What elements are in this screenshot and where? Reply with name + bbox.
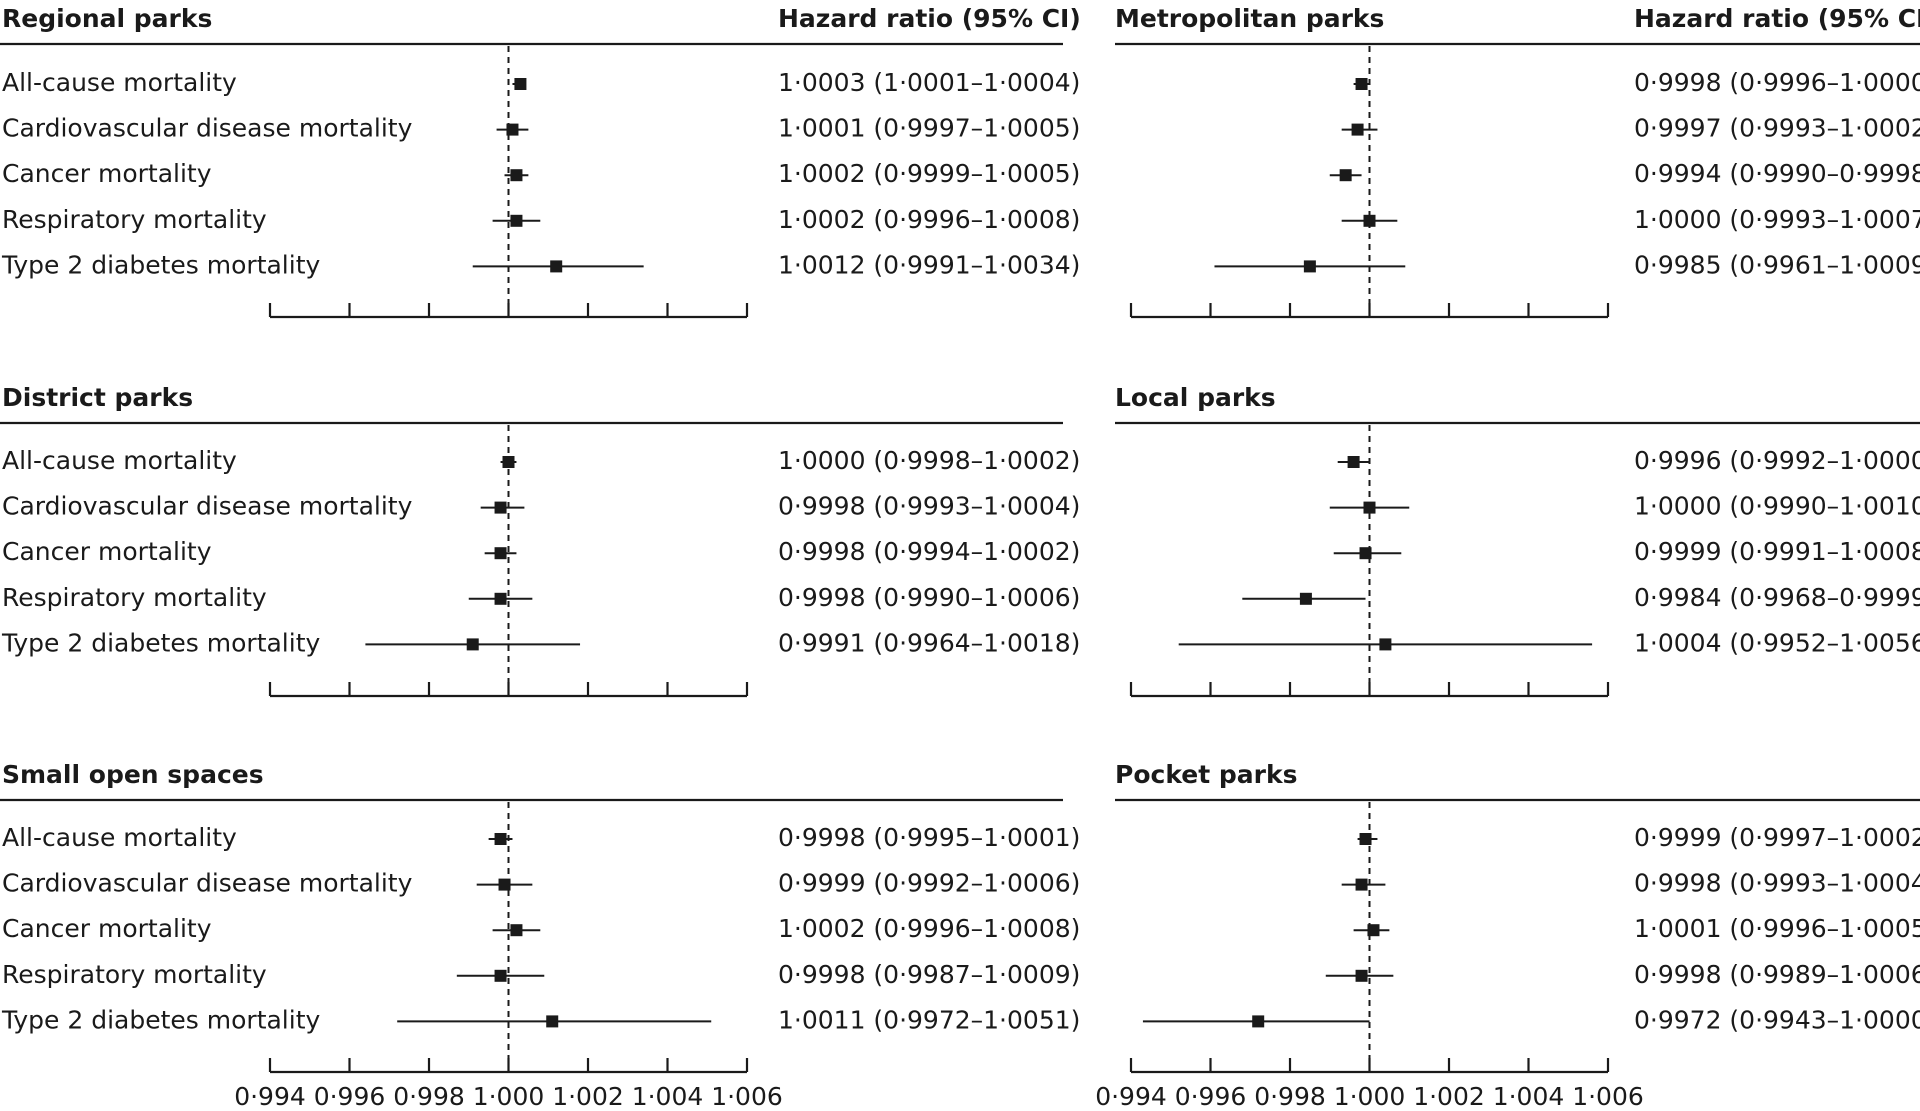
tick-label: 0·998 [1254, 1082, 1326, 1111]
column-header: Hazard ratio (95% CI) [778, 4, 1081, 33]
hazard-ratio-point [1252, 1015, 1265, 1028]
tick-label: 1·000 [1334, 1082, 1406, 1111]
tick-label: 1·000 [473, 1082, 545, 1111]
tick-label: 0·996 [1175, 1082, 1247, 1111]
hazard-ratio-text: 0·9998 (0·9996–1·0000) [1634, 68, 1920, 97]
hazard-ratio-point [1359, 833, 1372, 845]
panel-title: District parks [2, 383, 193, 412]
hazard-ratio-point [514, 78, 527, 90]
hazard-ratio-point [466, 638, 479, 651]
hazard-ratio-text: 0·9998 (0·9990–1·0006) [778, 583, 1080, 612]
hazard-ratio-text: 1·0001 (0·9996–1·0005) [1634, 914, 1920, 943]
tick-label: 1·006 [1572, 1082, 1644, 1111]
tick-label: 0·996 [314, 1082, 386, 1111]
hazard-ratio-point [502, 456, 515, 468]
panel-title: Local parks [1115, 383, 1276, 412]
hazard-ratio-text: 0·9996 (0·9992–1·0000) [1634, 446, 1920, 475]
tick-label: 0·994 [234, 1082, 306, 1111]
hazard-ratio-point [1303, 260, 1316, 273]
hazard-ratio-point [494, 592, 507, 605]
hazard-ratio-text: 1·0002 (0·9996–1·0008) [778, 205, 1080, 234]
hazard-ratio-text: 1·0002 (0·9996–1·0008) [778, 914, 1080, 943]
outcome-label: Cancer mortality [2, 537, 212, 566]
outcome-label: Type 2 diabetes mortality [1, 250, 321, 279]
outcome-label: Cancer mortality [2, 914, 212, 943]
hazard-ratio-text: 0·9991 (0·9964–1·0018) [778, 628, 1080, 657]
outcome-label: All-cause mortality [2, 446, 237, 475]
hazard-ratio-text: 0·9999 (0·9992–1·0006) [778, 869, 1080, 898]
hazard-ratio-point [1355, 878, 1368, 891]
tick-label: 0·998 [393, 1082, 465, 1111]
hazard-ratio-text: 0·9984 (0·9968–0·9999) [1634, 583, 1920, 612]
panel-title: Regional parks [2, 4, 212, 33]
hazard-ratio-point [494, 547, 507, 560]
outcome-label: Respiratory mortality [2, 205, 267, 234]
hazard-ratio-text: 0·9999 (0·9991–1·0008) [1634, 537, 1920, 566]
hazard-ratio-point [1355, 969, 1368, 982]
hazard-ratio-text: 0·9985 (0·9961–1·0009) [1634, 250, 1920, 279]
hazard-ratio-text: 0·9998 (0·9989–1·0006) [1634, 960, 1920, 989]
tick-label: 1·002 [552, 1082, 624, 1111]
tick-label: 1·006 [711, 1082, 783, 1111]
hazard-ratio-text: 0·9994 (0·9990–0·9998) [1634, 159, 1920, 188]
hazard-ratio-text: 1·0003 (1·0001–1·0004) [778, 68, 1080, 97]
hazard-ratio-point [506, 123, 519, 136]
hazard-ratio-point [1379, 638, 1392, 651]
outcome-label: Respiratory mortality [2, 960, 267, 989]
column-header: Hazard ratio (95% CI) [1634, 4, 1920, 33]
outcome-label: Cardiovascular disease mortality [2, 492, 413, 521]
hazard-ratio-text: 0·9997 (0·9993–1·0002) [1634, 114, 1920, 143]
hazard-ratio-point [494, 501, 507, 514]
hazard-ratio-point [510, 924, 523, 937]
tick-label: 0·994 [1095, 1082, 1167, 1111]
hazard-ratio-point [546, 1015, 559, 1028]
hazard-ratio-point [1359, 547, 1372, 560]
hazard-ratio-text: 0·9972 (0·9943–1·0000) [1634, 1005, 1920, 1034]
panel-title: Metropolitan parks [1115, 4, 1384, 33]
hazard-ratio-point [550, 260, 563, 273]
outcome-label: Type 2 diabetes mortality [1, 628, 321, 657]
hazard-ratio-point [1351, 123, 1364, 136]
outcome-label: Cancer mortality [2, 159, 212, 188]
hazard-ratio-point [494, 969, 507, 982]
hazard-ratio-text: 1·0000 (0·9993–1·0007) [1634, 205, 1920, 234]
panel-title: Pocket parks [1115, 760, 1297, 789]
hazard-ratio-text: 1·0000 (0·9990–1·0010) [1634, 492, 1920, 521]
hazard-ratio-text: 1·0000 (0·9998–1·0002) [778, 446, 1080, 475]
tick-label: 1·004 [632, 1082, 704, 1111]
outcome-label: All-cause mortality [2, 823, 237, 852]
hazard-ratio-text: 1·0012 (0·9991–1·0034) [778, 250, 1080, 279]
hazard-ratio-point [1363, 501, 1376, 514]
hazard-ratio-point [1339, 169, 1352, 182]
hazard-ratio-text: 0·9998 (0·9994–1·0002) [778, 537, 1080, 566]
hazard-ratio-text: 1·0004 (0·9952–1·0056) [1634, 628, 1920, 657]
hazard-ratio-point [1367, 924, 1380, 937]
hazard-ratio-point [510, 169, 523, 182]
hazard-ratio-text: 1·0002 (0·9999–1·0005) [778, 159, 1080, 188]
hazard-ratio-point [1347, 456, 1360, 468]
hazard-ratio-point [1363, 214, 1376, 227]
hazard-ratio-point [498, 878, 511, 891]
hazard-ratio-text: 1·0011 (0·9972–1·0051) [778, 1005, 1080, 1034]
hazard-ratio-text: 0·9998 (0·9987–1·0009) [778, 960, 1080, 989]
tick-label: 1·002 [1413, 1082, 1485, 1111]
hazard-ratio-text: 1·0001 (0·9997–1·0005) [778, 114, 1080, 143]
hazard-ratio-point [494, 833, 507, 845]
outcome-label: Respiratory mortality [2, 583, 267, 612]
hazard-ratio-point [510, 214, 523, 227]
hazard-ratio-text: 0·9998 (0·9995–1·0001) [778, 823, 1080, 852]
outcome-label: Cardiovascular disease mortality [2, 114, 413, 143]
hazard-ratio-point [1299, 592, 1312, 605]
hazard-ratio-point [1355, 78, 1368, 90]
hazard-ratio-text: 0·9998 (0·9993–1·0004) [1634, 869, 1920, 898]
outcome-label: Cardiovascular disease mortality [2, 869, 413, 898]
outcome-label: All-cause mortality [2, 68, 237, 97]
hazard-ratio-text: 0·9998 (0·9993–1·0004) [778, 492, 1080, 521]
outcome-label: Type 2 diabetes mortality [1, 1005, 321, 1034]
hazard-ratio-text: 0·9999 (0·9997–1·0002) [1634, 823, 1920, 852]
tick-label: 1·004 [1493, 1082, 1565, 1111]
panel-title: Small open spaces [2, 760, 264, 789]
